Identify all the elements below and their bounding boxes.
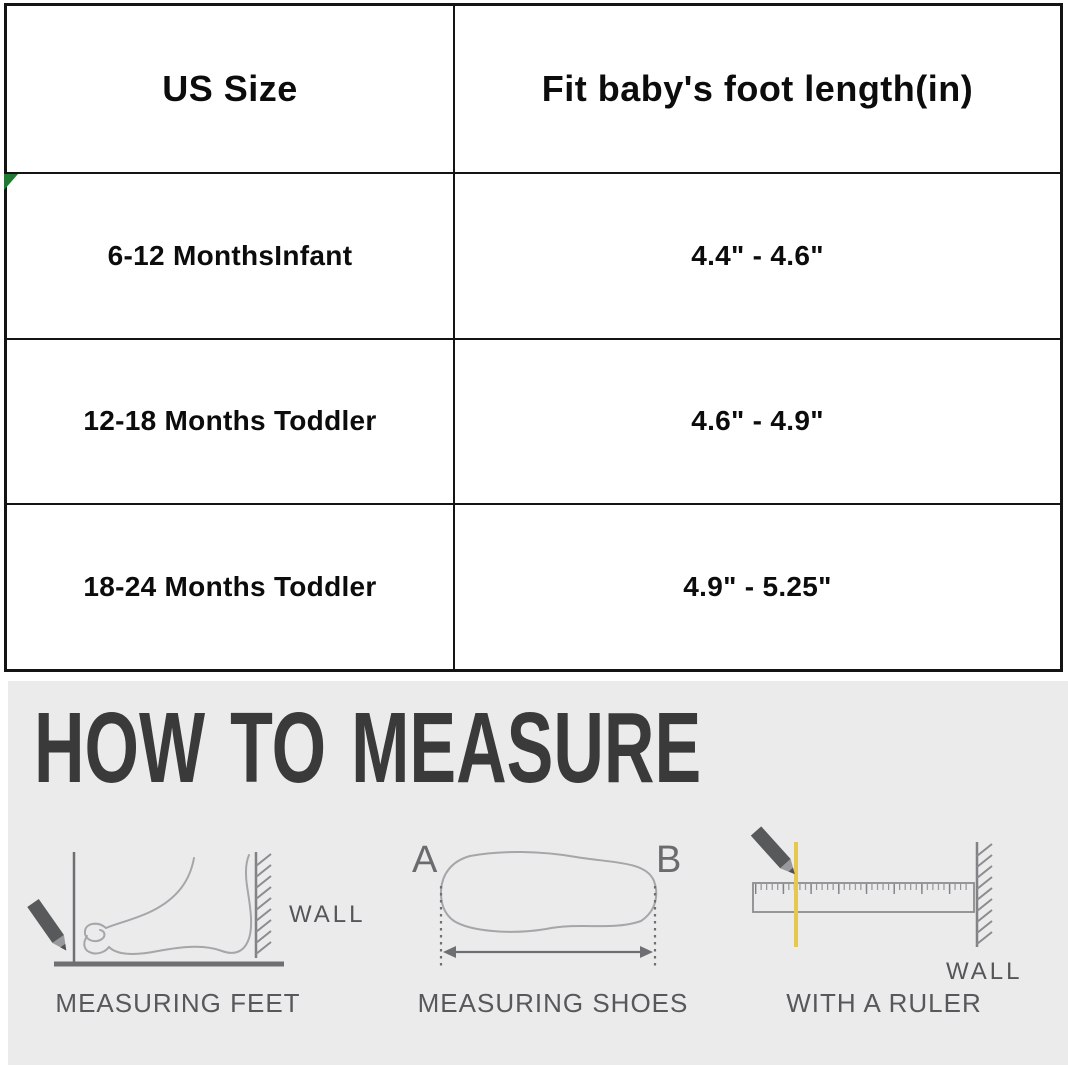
figure-measuring-feet [27, 852, 284, 967]
how-to-measure-panel: HOW TO MEASURE [8, 681, 1068, 1065]
point-a-label: A [412, 839, 438, 881]
table-row-length: 4.4" - 4.6" [455, 171, 1060, 338]
caption-measuring-shoes: MEASURING SHOES [417, 988, 689, 1018]
shoe-sole-outline [439, 850, 658, 933]
table-row-size: 18-24 Months Toddler [7, 503, 455, 669]
size-chart-table: US Size Fit baby's foot length(in) 6-12 … [4, 3, 1063, 672]
figure-with-a-ruler [750, 826, 993, 947]
point-b-label: B [656, 839, 682, 881]
measuring-illustrations [27, 826, 993, 967]
foot-outline [83, 854, 253, 955]
caption-measuring-feet: MEASURING FEET [55, 988, 301, 1018]
wall-hatching [976, 843, 993, 945]
table-row-length: 4.6" - 4.9" [455, 337, 1060, 504]
table-row-size: 12-18 Months Toddler [7, 337, 455, 504]
caption-with-a-ruler: WITH A RULER [786, 988, 982, 1018]
wall-label-ruler: WALL [946, 958, 1023, 985]
column-header-us-size: US Size [7, 6, 455, 172]
table-row-length: 4.9" - 5.25" [455, 503, 1060, 669]
how-to-measure-title: HOW TO MEASURE [34, 692, 702, 804]
wall-hatching [255, 853, 272, 955]
column-header-foot-length: Fit baby's foot length(in) [541, 67, 974, 109]
figure-measuring-shoes [439, 850, 658, 967]
table-row-size: 6-12 MonthsInfant [7, 171, 455, 338]
wall-label-feet: WALL [289, 901, 366, 928]
ruler [752, 882, 975, 913]
